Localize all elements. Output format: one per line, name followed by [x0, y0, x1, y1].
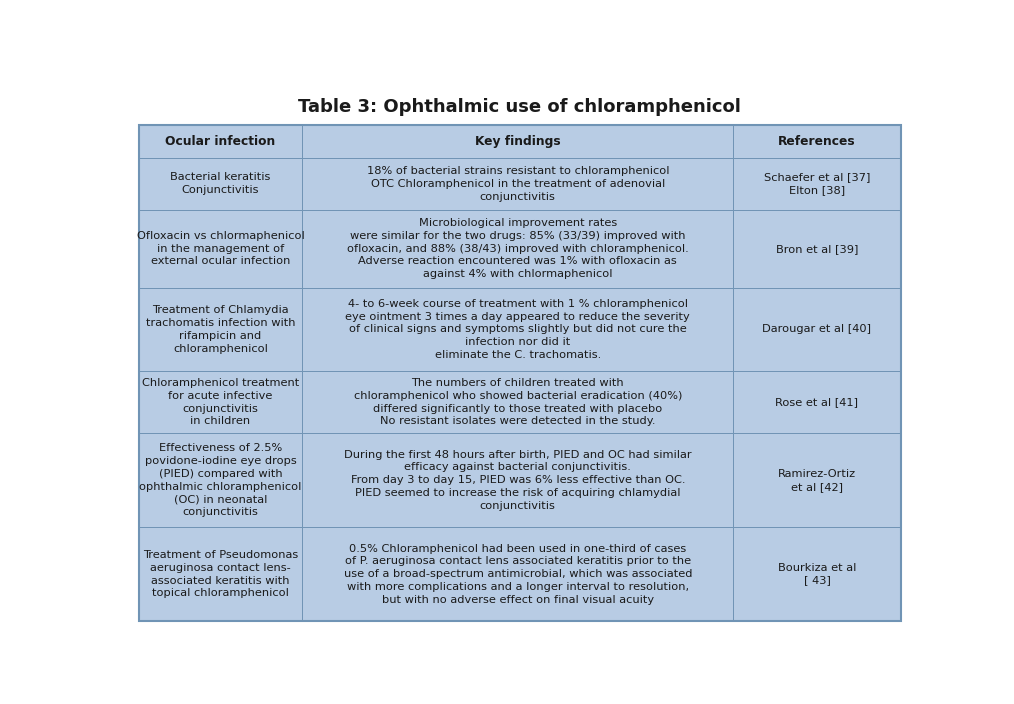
Text: During the first 48 hours after birth, PIED and OC had similar
efficacy against : During the first 48 hours after birth, P…: [344, 450, 692, 511]
Bar: [733, 527, 900, 621]
Text: Microbiological improvement rates
were similar for the two drugs: 85% (33/39) im: Microbiological improvement rates were s…: [347, 218, 689, 279]
Text: Bacterial keratitis
Conjunctivitis: Bacterial keratitis Conjunctivitis: [170, 172, 271, 195]
Text: Schaefer et al [37]
Elton [38]: Schaefer et al [37] Elton [38]: [764, 172, 870, 195]
Text: The numbers of children treated with
chloramphenicol who showed bacterial eradic: The numbers of children treated with chl…: [354, 378, 682, 427]
Bar: [302, 158, 733, 210]
Bar: [139, 371, 302, 433]
Text: Rose et al [41]: Rose et al [41]: [776, 397, 859, 407]
Text: Bron et al [39]: Bron et al [39]: [776, 244, 858, 253]
Text: 18% of bacterial strains resistant to chloramphenicol
OTC Chloramphenicol in the: 18% of bacterial strains resistant to ch…: [366, 166, 669, 201]
Bar: [139, 433, 302, 527]
Text: Key findings: Key findings: [475, 135, 561, 148]
Text: Table 3: Ophthalmic use of chloramphenicol: Table 3: Ophthalmic use of chloramphenic…: [298, 98, 741, 116]
Bar: [733, 433, 900, 527]
Text: Ofloxacin vs chlormaphenicol
in the management of
external ocular infection: Ofloxacin vs chlormaphenicol in the mana…: [137, 231, 304, 266]
Bar: [733, 210, 900, 288]
Bar: [733, 158, 900, 210]
Bar: [302, 371, 733, 433]
Bar: [139, 125, 302, 158]
Bar: [302, 288, 733, 371]
Bar: [302, 433, 733, 527]
Text: Ocular infection: Ocular infection: [165, 135, 276, 148]
Bar: [139, 527, 302, 621]
Text: 0.5% Chloramphenicol had been used in one-third of cases
of P. aeruginosa contac: 0.5% Chloramphenicol had been used in on…: [344, 543, 692, 605]
Bar: [733, 125, 900, 158]
Bar: [302, 210, 733, 288]
Bar: [139, 158, 302, 210]
Bar: [302, 527, 733, 621]
Bar: [302, 125, 733, 158]
Bar: [733, 288, 900, 371]
Text: 4- to 6-week course of treatment with 1 % chloramphenicol
eye ointment 3 times a: 4- to 6-week course of treatment with 1 …: [346, 298, 691, 360]
Bar: [139, 210, 302, 288]
Text: Bourkiza et al
[ 43]: Bourkiza et al [ 43]: [778, 562, 856, 586]
Text: Treatment of Pseudomonas
aeruginosa contact lens-
associated keratitis with
topi: Treatment of Pseudomonas aeruginosa cont…: [143, 550, 298, 598]
Bar: [139, 288, 302, 371]
Text: Ramirez-Ortiz
et al [42]: Ramirez-Ortiz et al [42]: [778, 469, 856, 491]
Text: Effectiveness of 2.5%
povidone-iodine eye drops
(PIED) compared with
ophthalmic : Effectiveness of 2.5% povidone-iodine ey…: [139, 444, 302, 517]
Bar: [733, 371, 900, 433]
Text: Chloramphenicol treatment
for acute infective
conjunctivitis
in children: Chloramphenicol treatment for acute infe…: [142, 378, 299, 427]
Text: Darougar et al [40]: Darougar et al [40]: [763, 325, 871, 334]
Text: Treatment of Chlamydia
trachomatis infection with
rifampicin and
chloramphenicol: Treatment of Chlamydia trachomatis infec…: [146, 305, 295, 353]
Text: References: References: [778, 135, 856, 148]
